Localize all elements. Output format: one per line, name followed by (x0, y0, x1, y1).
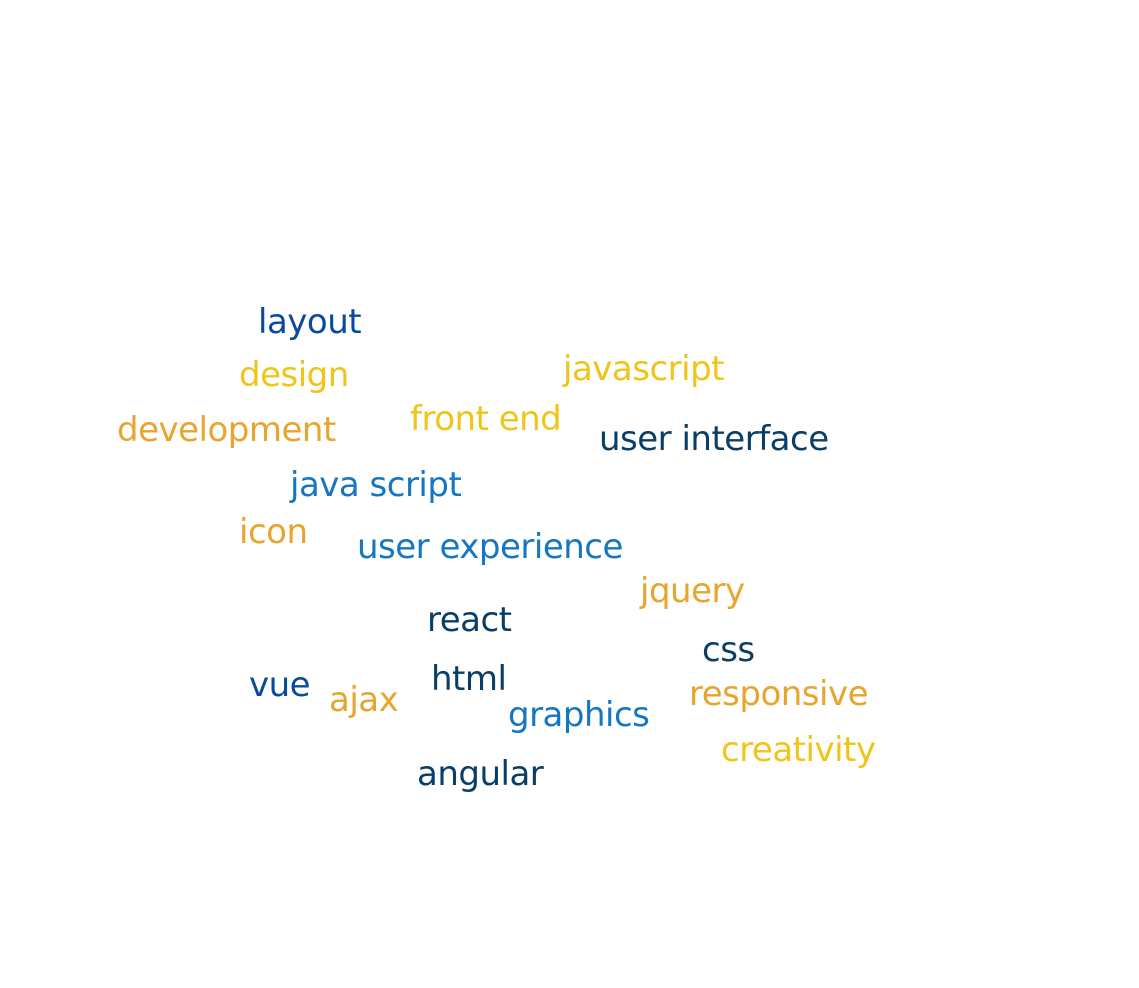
word-react: react (427, 600, 512, 640)
word-front-end: front end (410, 399, 562, 439)
word-jquery: jquery (640, 571, 745, 611)
word-graphics: graphics (508, 695, 650, 735)
word-responsive: responsive (689, 674, 869, 714)
word-user-experience: user experience (357, 527, 623, 567)
word-ajax: ajax (329, 680, 399, 720)
word-creativity: creativity (721, 730, 876, 770)
word-angular: angular (417, 754, 544, 794)
word-icon: icon (239, 512, 308, 552)
word-vue: vue (249, 665, 311, 705)
word-design: design (239, 355, 349, 395)
word-development: development (117, 410, 336, 450)
word-layout: layout (258, 302, 362, 342)
word-java-script: java script (290, 465, 462, 505)
word-javascript: javascript (563, 349, 724, 389)
word-user-interface: user interface (599, 419, 829, 459)
word-css: css (702, 630, 755, 670)
word-html: html (431, 659, 507, 699)
